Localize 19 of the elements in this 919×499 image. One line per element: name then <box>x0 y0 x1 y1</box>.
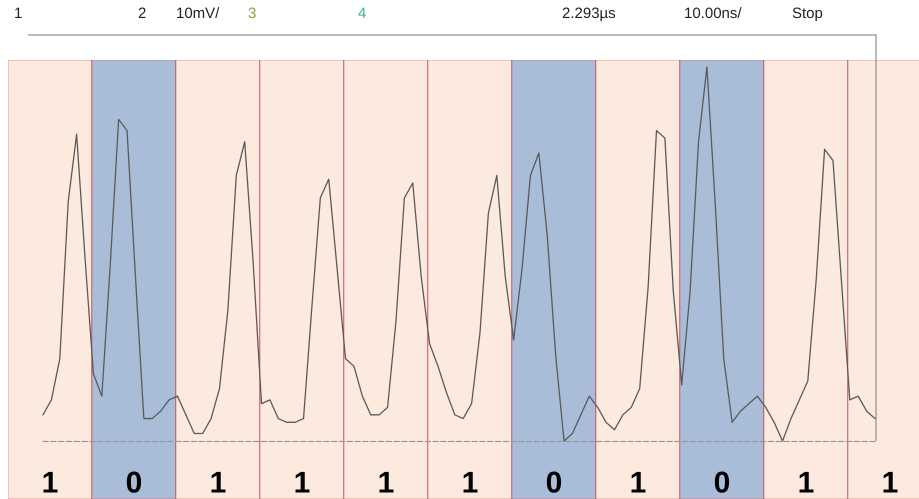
text: 10.00ns/ <box>684 5 742 22</box>
text: 4 <box>358 5 366 22</box>
data-label: 1 <box>798 466 814 499</box>
data-label: 0 <box>546 466 562 499</box>
text: 3 <box>248 5 256 22</box>
text: 1 <box>14 5 22 22</box>
data-label: 1 <box>294 466 310 499</box>
data-label: 1 <box>378 466 394 499</box>
data-label: 1 <box>630 466 646 499</box>
data-label: 0 <box>126 466 142 499</box>
data-label: 1 <box>882 466 898 499</box>
text: 10mV/ <box>176 5 220 22</box>
text: 2.293µs <box>562 5 616 22</box>
data-label: 1 <box>462 466 478 499</box>
text: Stop <box>792 5 823 22</box>
text: 2 <box>138 5 146 22</box>
data-label: 0 <box>714 466 730 499</box>
data-label: 1 <box>210 466 226 499</box>
data-label: 1 <box>42 466 58 499</box>
